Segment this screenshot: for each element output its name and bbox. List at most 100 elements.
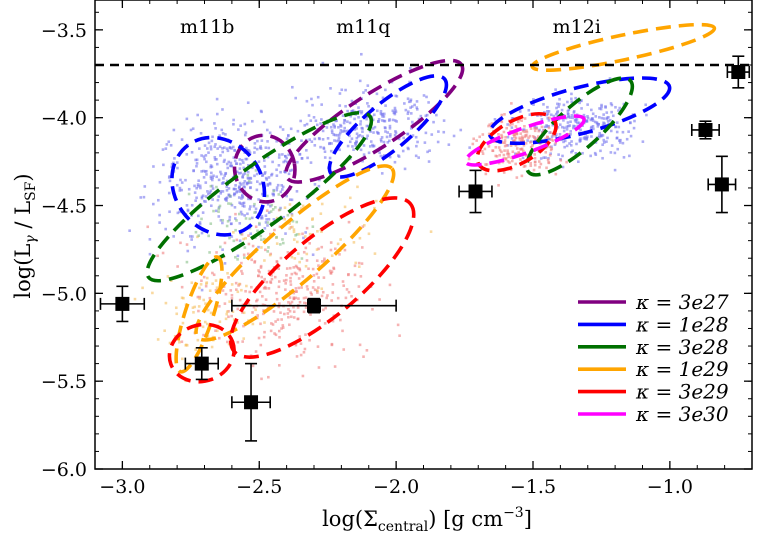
- scatter-point-0: [152, 165, 155, 168]
- scatter-point-0: [250, 216, 254, 220]
- scatter-point-0: [391, 109, 395, 113]
- scatter-point-1: [551, 133, 555, 137]
- scatter-point-0: [215, 97, 219, 101]
- scatter-point-1: [286, 312, 290, 315]
- scatter-point-0: [170, 162, 174, 166]
- scatter-point-1: [513, 135, 516, 138]
- scatter-point-0: [306, 156, 309, 160]
- scatter-point-0: [569, 132, 572, 136]
- scatter-point-1: [310, 293, 313, 296]
- scatter-point-0: [430, 133, 434, 136]
- scatter-point-1: [343, 248, 347, 252]
- scatter-point-2: [319, 212, 323, 215]
- scatter-point-0: [601, 143, 604, 147]
- scatter-point-0: [242, 182, 245, 185]
- scatter-point-0: [365, 137, 369, 140]
- scatter-point-0: [586, 116, 590, 120]
- scatter-point-0: [397, 155, 401, 158]
- x-ticks: −3.0 −2.5 −2.0 −1.5 −1.0: [94, 0, 753, 498]
- scatter-point-1: [312, 279, 316, 283]
- scatter-point-0: [215, 162, 219, 166]
- scatter-point-0: [172, 235, 175, 238]
- scatter-point-0: [161, 148, 165, 151]
- scatter-point-1: [303, 301, 306, 305]
- scatter-point-0: [566, 100, 569, 104]
- scatter-point-0: [264, 221, 268, 224]
- scatter-point-0: [369, 140, 373, 143]
- scatter-point-0: [206, 147, 209, 150]
- scatter-point-1: [265, 280, 269, 284]
- scatter-point-0: [547, 157, 550, 160]
- scatter-point-0: [361, 159, 364, 163]
- scatter-point-1: [277, 267, 280, 271]
- scatter-point-0: [198, 147, 201, 150]
- scatter-point-1: [252, 305, 256, 309]
- scatter-point-0: [229, 222, 233, 226]
- scatter-point-3: [221, 218, 225, 222]
- scatter-point-1: [533, 153, 537, 156]
- scatter-point-0: [188, 235, 192, 238]
- scatter-point-0: [527, 108, 531, 112]
- scatter-point-0: [255, 188, 259, 192]
- scatter-point-1: [274, 333, 278, 337]
- scatter-point-0: [619, 138, 622, 142]
- scatter-point-0: [459, 128, 463, 132]
- scatter-point-0: [561, 165, 565, 169]
- scatter-point-1: [273, 332, 276, 335]
- scatter-point-0: [248, 151, 252, 155]
- scatter-point-0: [294, 96, 298, 100]
- scatter-point-0: [234, 187, 238, 191]
- scatter-point-1: [506, 160, 510, 163]
- scatter-point-1: [344, 296, 348, 300]
- scatter-point-0: [290, 168, 294, 172]
- scatter-point-0: [332, 123, 335, 126]
- scatter-point-0: [344, 88, 347, 92]
- scatter-point-0: [358, 134, 362, 137]
- scatter-point-0: [167, 191, 171, 195]
- scatter-point-0: [266, 140, 269, 143]
- annotation-m12i: m12i: [553, 16, 601, 38]
- scatter-point-1: [487, 132, 491, 136]
- scatter-point-1: [323, 322, 327, 325]
- scatter-point-1: [521, 137, 524, 140]
- scatter-point-0: [228, 215, 232, 219]
- scatter-point-0: [368, 145, 372, 148]
- scatter-point-3: [253, 202, 256, 206]
- scatter-point-0: [249, 177, 253, 180]
- scatter-point-2: [283, 206, 287, 210]
- scatter-point-1: [360, 262, 364, 265]
- scatter-point-1: [485, 163, 489, 166]
- scatter-point-1: [298, 300, 302, 304]
- scatter-point-2: [263, 259, 266, 262]
- scatter-point-0: [366, 134, 369, 138]
- scatter-point-0: [351, 145, 354, 148]
- scatter-point-1: [516, 120, 520, 124]
- scatter-point-1: [289, 302, 292, 306]
- scatter-point-0: [411, 120, 414, 124]
- scatter-point-1: [554, 172, 558, 176]
- scatter-point-1: [273, 228, 276, 232]
- scatter-point-3: [200, 217, 203, 221]
- scatter-point-0: [158, 213, 161, 217]
- scatter-point-0: [277, 164, 281, 167]
- ellipse-series-1-2: [487, 76, 672, 146]
- scatter-point-3: [253, 211, 256, 214]
- scatter-point-0: [199, 131, 203, 135]
- scatter-point-0: [312, 116, 316, 119]
- scatter-point-1: [471, 142, 475, 146]
- scatter-point-0: [282, 215, 286, 219]
- scatter-point-0: [230, 235, 234, 238]
- scatter-point-0: [348, 134, 351, 138]
- scatter-point-1: [240, 269, 243, 273]
- scatter-point-3: [263, 237, 266, 241]
- scatter-point-0: [447, 143, 451, 146]
- scatter-point-1: [236, 340, 240, 344]
- scatter-point-0: [238, 239, 242, 243]
- scatter-point-2: [169, 279, 173, 282]
- scatter-point-0: [221, 221, 224, 225]
- scatter-point-0: [230, 164, 233, 168]
- scatter-point-0: [384, 88, 387, 92]
- scatter-point-0: [264, 214, 268, 217]
- scatter-point-2: [163, 329, 166, 333]
- scatter-point-1: [523, 164, 527, 168]
